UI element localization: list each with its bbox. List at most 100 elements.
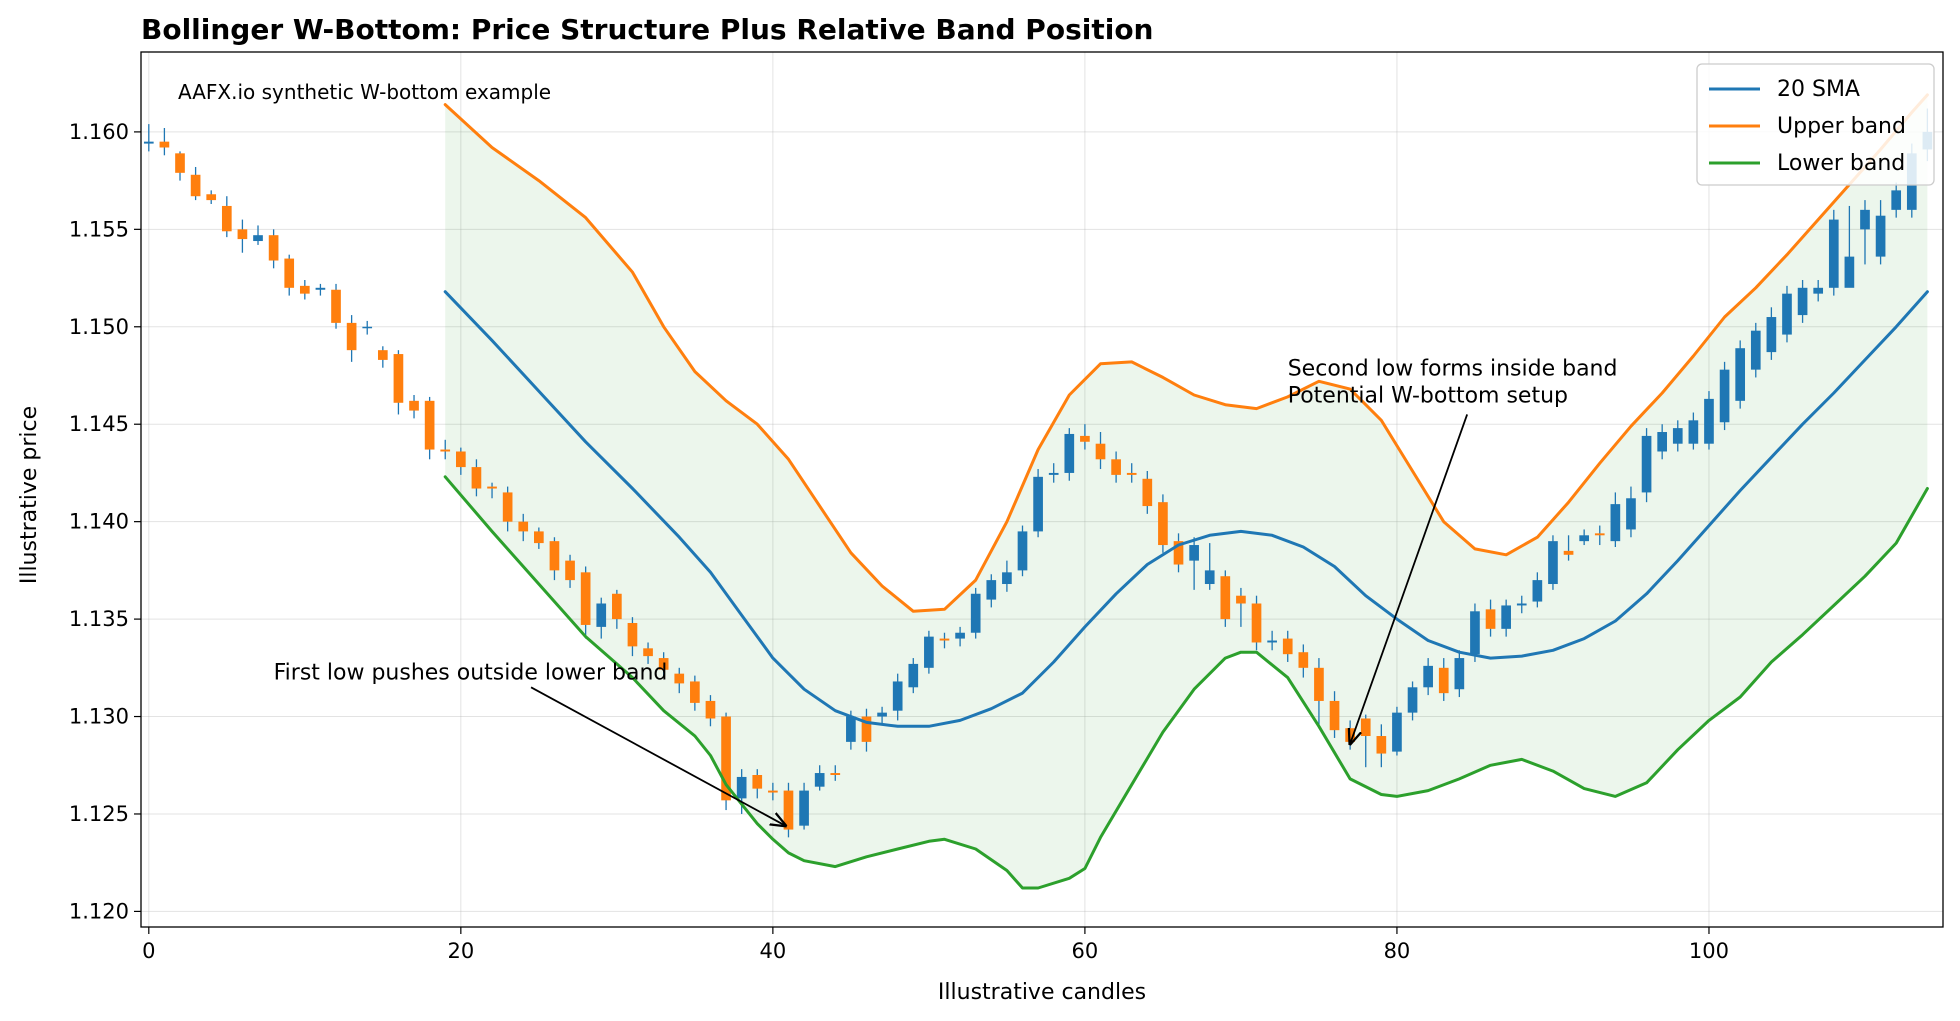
candle-body: [1548, 541, 1558, 585]
candle: [1875, 200, 1886, 265]
candle: [1002, 560, 1012, 592]
annotation-arrow: [530, 686, 785, 825]
annotation-text: Second low forms inside band: [1288, 356, 1618, 381]
candle: [1251, 595, 1262, 651]
candle: [299, 280, 310, 300]
candle: [1158, 494, 1168, 553]
candle: [221, 196, 232, 238]
candle-body: [924, 636, 934, 668]
candle: [1033, 469, 1043, 538]
candle: [1516, 595, 1527, 614]
candle-body: [783, 790, 794, 830]
candle-body: [1111, 459, 1121, 475]
candle-body: [830, 773, 841, 775]
candle-body: [1610, 504, 1621, 542]
candle-body: [1407, 687, 1418, 713]
candle-body: [986, 580, 997, 600]
candle-body: [143, 141, 154, 144]
candle: [596, 597, 607, 639]
candle: [861, 708, 872, 752]
candle-body: [1298, 652, 1309, 668]
x-tick-label: 60: [1072, 939, 1099, 963]
candle-body: [1828, 219, 1839, 288]
candle-body: [1033, 476, 1043, 532]
candle-body: [970, 593, 981, 633]
y-tick-label: 1.155: [69, 217, 129, 241]
candle: [253, 225, 263, 245]
candle: [783, 782, 794, 838]
candle: [1548, 535, 1558, 590]
candle: [612, 589, 622, 629]
candle: [1220, 570, 1231, 627]
candle-body: [190, 174, 201, 197]
candle: [237, 219, 248, 253]
series-lines: [443, 93, 1929, 890]
candle: [393, 350, 404, 415]
candle-body: [1470, 611, 1480, 655]
annotation-arrow: [1350, 414, 1468, 743]
candle: [455, 447, 466, 475]
candle-body: [1282, 638, 1293, 655]
candle-body: [1735, 348, 1746, 401]
candle: [424, 396, 435, 460]
candle: [268, 229, 279, 269]
candle-body: [1173, 541, 1184, 565]
candle: [690, 675, 700, 711]
candle: [1454, 650, 1465, 698]
candle: [580, 566, 591, 639]
candle: [1891, 182, 1902, 218]
candle-body: [1423, 665, 1433, 688]
candle-body: [705, 700, 716, 719]
candle: [1688, 412, 1699, 450]
candle-body: [518, 521, 529, 532]
candle-body: [1236, 595, 1246, 604]
candle: [705, 695, 716, 727]
y-tick-label: 1.135: [69, 607, 129, 631]
candle-body: [1579, 535, 1589, 542]
candle: [1392, 706, 1402, 756]
candle: [1267, 630, 1277, 651]
candle-body: [1048, 472, 1059, 475]
candle-body: [455, 451, 466, 468]
candle-body: [471, 467, 482, 489]
candle-body: [1158, 502, 1168, 546]
x-tick-label: 40: [760, 939, 787, 963]
candle: [908, 658, 919, 694]
y-axis-ticks: 1.120 1.125 1.130 1.135 1.140 1.145 1.150 1.155…: [69, 120, 141, 923]
candle-body: [1813, 287, 1824, 294]
candle-body: [1189, 545, 1199, 561]
candle: [1423, 658, 1433, 696]
candle: [1298, 644, 1309, 678]
candle-body: [1766, 317, 1777, 353]
candle-body: [299, 285, 310, 294]
candle: [814, 765, 825, 791]
candle: [768, 782, 778, 801]
candle: [1329, 691, 1340, 738]
candle-body: [1672, 428, 1683, 444]
candle-body: [409, 400, 419, 411]
candle-body: [237, 229, 248, 240]
candle: [1126, 463, 1137, 483]
candle: [518, 513, 529, 542]
candle-body: [440, 449, 451, 452]
candle-body: [846, 716, 856, 742]
plot-frame: [140, 51, 1944, 928]
candle: [1314, 658, 1324, 729]
candle-body: [175, 153, 185, 173]
candle-body: [1095, 443, 1106, 460]
candle: [206, 190, 217, 205]
candle: [1626, 486, 1636, 538]
candle: [1064, 428, 1075, 481]
candle-body: [1501, 605, 1511, 629]
y-tick-label: 1.145: [69, 412, 129, 436]
candle-body: [1314, 667, 1324, 701]
candle-body: [284, 258, 295, 288]
candle: [1189, 537, 1199, 590]
y-tick-label: 1.120: [69, 899, 129, 923]
candle: [331, 283, 341, 329]
candle-body: [1782, 293, 1792, 335]
candle-body: [690, 681, 700, 703]
candle: [315, 283, 326, 296]
candle-body: [1360, 718, 1371, 737]
